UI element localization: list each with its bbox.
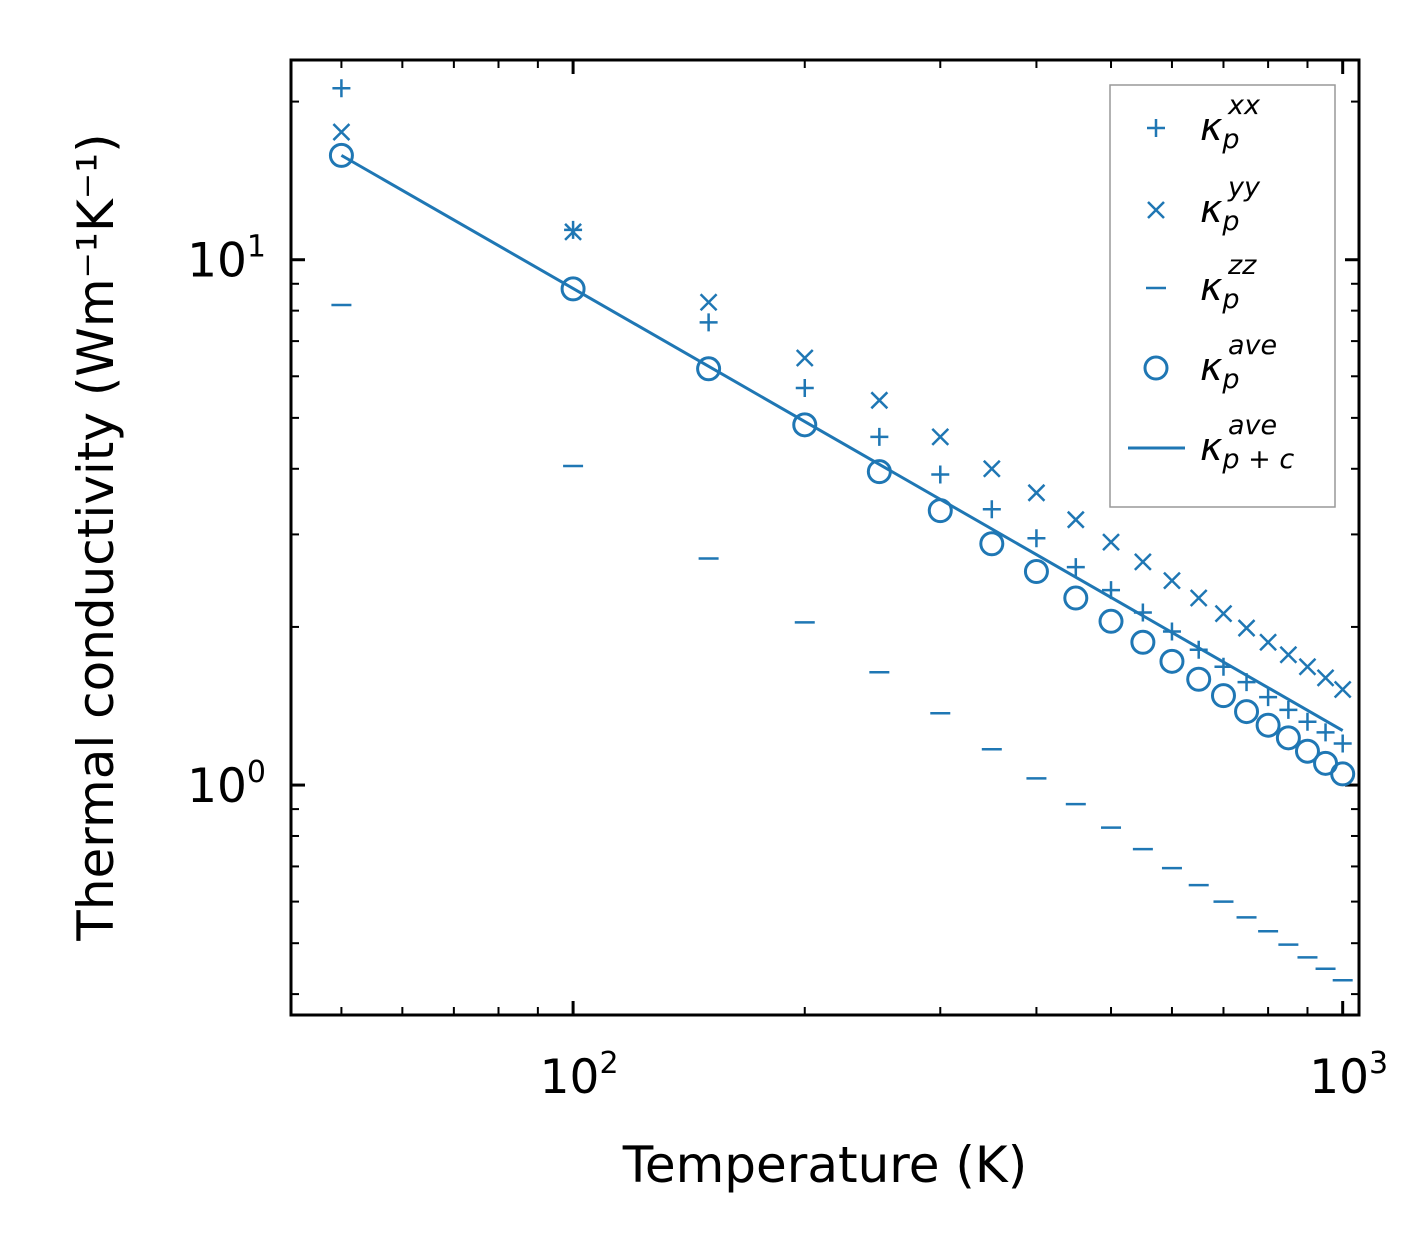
x-axis-label: Temperature (K) — [622, 1136, 1027, 1194]
data-point-plus — [699, 313, 718, 332]
tick-label: 101 — [187, 230, 266, 289]
tick-label: 102 — [540, 1046, 619, 1105]
series-hline — [331, 303, 1353, 982]
series-line — [340, 154, 1344, 732]
data-point-x — [332, 123, 351, 141]
data-point-circle — [1255, 712, 1281, 738]
legend: κpxx κpyy κpzz κpave κp + cave — [1109, 84, 1336, 508]
data-point-circle — [979, 531, 1005, 557]
data-point-circle — [1063, 585, 1089, 611]
data-point-circle — [1234, 699, 1260, 725]
data-point-x — [1066, 510, 1085, 529]
data-point-x — [1027, 483, 1046, 502]
plot-frame — [289, 58, 1361, 1017]
data-point-circle — [1130, 629, 1156, 655]
data-point-plus — [1316, 723, 1335, 742]
data-point-circle — [560, 276, 586, 302]
data-point-x — [1259, 633, 1277, 652]
data-point-x — [931, 428, 950, 446]
data-point-circle — [1210, 683, 1236, 709]
data-point-circle — [1023, 558, 1049, 584]
data-point-circle — [328, 142, 354, 168]
data-point-x — [870, 391, 889, 410]
data-point-x — [982, 459, 1001, 478]
series-x — [332, 123, 1352, 699]
legend-marker-circle — [1143, 355, 1169, 381]
tick-label: 100 — [187, 755, 266, 814]
data-point-circle — [1330, 761, 1356, 787]
data-point-x — [1214, 604, 1233, 623]
data-point-x — [699, 293, 718, 312]
data-point-x — [1102, 533, 1120, 552]
tick-label: 103 — [1309, 1046, 1388, 1105]
data-point-x — [1298, 657, 1317, 676]
y-axis-label: Thermal conductivity (Wm⁻¹K⁻¹) — [67, 133, 125, 941]
series-plus — [332, 79, 1352, 753]
data-point-plus — [931, 465, 950, 484]
legend-marker-plus — [1147, 119, 1165, 137]
legend-label: κpave — [1200, 330, 1277, 395]
data-point-x — [564, 222, 582, 241]
data-point-plus — [795, 378, 814, 397]
legend-label: κpzz — [1200, 250, 1257, 315]
plot-area — [328, 79, 1356, 982]
data-point-circle — [1275, 725, 1301, 751]
legend-box — [1109, 84, 1336, 508]
data-point-plus — [1027, 529, 1046, 548]
data-point-plus — [1298, 712, 1317, 731]
data-point-plus — [1066, 558, 1085, 577]
data-point-x — [1163, 571, 1181, 590]
data-point-circle — [1294, 738, 1320, 764]
data-point-plus — [332, 79, 351, 98]
tick-labels: 102 103 100 101 — [187, 230, 1388, 1105]
legend-marker-x — [1147, 201, 1165, 219]
data-point-x — [1189, 589, 1208, 607]
data-point-plus — [564, 220, 583, 239]
data-point-x — [1279, 645, 1298, 664]
data-point-x — [1237, 619, 1256, 637]
data-point-plus — [870, 427, 889, 446]
data-point-plus — [1333, 734, 1352, 753]
data-point-plus — [1259, 688, 1278, 707]
data-point-x — [1316, 668, 1335, 687]
data-point-circle — [792, 412, 818, 438]
legend-label: κp + cave — [1200, 410, 1294, 475]
series-circle — [328, 142, 1356, 787]
data-point-x — [1133, 552, 1152, 571]
data-point-plus — [982, 500, 1001, 519]
legend-label: κpyy — [1200, 172, 1261, 237]
data-point-circle — [1186, 666, 1212, 692]
series-line — [340, 154, 1344, 732]
data-point-x — [795, 349, 814, 367]
data-point-circle — [696, 356, 722, 382]
data-point-x — [1333, 680, 1352, 699]
legend-label: κpxx — [1200, 90, 1261, 155]
data-point-circle — [1098, 608, 1124, 634]
data-point-circle — [1159, 648, 1185, 674]
data-point-plus — [1279, 700, 1298, 719]
